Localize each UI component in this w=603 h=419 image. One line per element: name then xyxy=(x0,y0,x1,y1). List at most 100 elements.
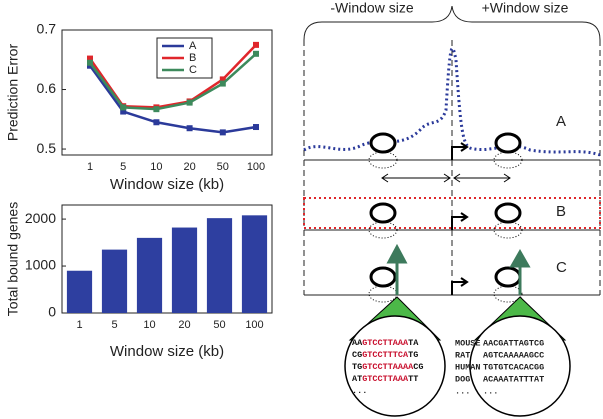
nucleosome xyxy=(494,132,522,154)
legend-label: B xyxy=(189,52,196,64)
plot-frame xyxy=(61,29,273,156)
sequences: AAGTCCTTAAATACGGTCCTTTCATGTGGTCCTTAAAACG… xyxy=(352,338,544,396)
species-label: HUMAN xyxy=(455,362,481,372)
sequence-row: AGTCAAAAAGCC xyxy=(483,350,544,360)
y-tick-label: 0.6 xyxy=(37,80,57,96)
x-tick-label: 10 xyxy=(150,161,162,173)
point-marker xyxy=(87,59,93,66)
window-box xyxy=(303,197,601,229)
plus-window-label: +Window size xyxy=(482,0,569,16)
sequence-row: ... xyxy=(352,386,367,396)
sequence-part: TG xyxy=(408,350,418,360)
sequence-part: GTCCTTAAA xyxy=(362,374,409,384)
point-marker xyxy=(253,41,259,48)
sequence-part: TT xyxy=(408,374,418,384)
x-tick-label: 10 xyxy=(143,319,155,331)
y-tick-label: 0.7 xyxy=(37,21,57,37)
point-marker xyxy=(253,50,259,57)
nucleosome-ghost xyxy=(368,221,398,239)
sequence-part: AA xyxy=(352,338,363,348)
tss-arrow xyxy=(451,142,469,160)
nucleosome-ghost xyxy=(368,151,398,169)
point-marker xyxy=(253,124,259,131)
nucleosome-ghost xyxy=(368,285,398,303)
species-label: MOUSE xyxy=(455,338,481,348)
x-tick-label: 100 xyxy=(247,161,265,173)
tss-arrow xyxy=(451,277,469,295)
y-tick-label: 0.5 xyxy=(37,140,57,156)
nucleosome-ghost xyxy=(493,151,523,169)
y-axis-label: Total bound genes xyxy=(5,202,21,316)
sequence-part: TA xyxy=(408,338,419,348)
sequence-row: AACGATTAGTCG xyxy=(483,338,544,348)
point-marker xyxy=(120,108,127,115)
point-marker xyxy=(153,106,160,113)
y-tick-label: 1000 xyxy=(25,257,56,273)
sequence-part: GTCCTTAAA xyxy=(362,338,409,348)
bar xyxy=(136,237,163,313)
sequence-bubble xyxy=(344,315,446,417)
nucleosome xyxy=(369,202,397,224)
sequence-row: TGGTCCTTAAAACG xyxy=(352,362,423,372)
minus-window-label: -Window size xyxy=(330,0,413,16)
sequence-row: ACAAATATTTAT xyxy=(483,374,544,384)
sequence-row: CGGTCCTTTCATG xyxy=(352,350,418,360)
species-label: ... xyxy=(455,386,470,396)
y-axis-label: Prediction Error xyxy=(5,44,21,142)
sequence-part: GTCCTTTCA xyxy=(362,350,409,360)
x-tick-label: 5 xyxy=(111,319,117,331)
sequence-part: CG xyxy=(352,350,362,360)
point-marker xyxy=(219,80,226,87)
panel-label: C xyxy=(556,259,567,276)
series-line xyxy=(88,64,257,134)
x-tick-label: 20 xyxy=(178,319,190,331)
nucleosome-ghost xyxy=(493,285,523,303)
point-marker xyxy=(120,104,127,111)
x-tick-label: 100 xyxy=(245,319,263,331)
bar xyxy=(241,215,268,313)
point-marker xyxy=(153,119,160,126)
point-marker xyxy=(186,125,193,132)
x-tick-label: 5 xyxy=(120,161,126,173)
species-label: DOG xyxy=(455,374,470,384)
bar xyxy=(171,227,198,313)
plot-frame xyxy=(61,204,273,314)
y-tick-label: 0 xyxy=(48,304,56,320)
point-marker xyxy=(219,129,226,136)
sequence-row: ATGTCCTTAAATT xyxy=(352,374,418,384)
sequence-row: ... xyxy=(483,386,498,396)
y-tick-label: 2000 xyxy=(25,210,56,226)
x-axis-label: Window size (kb) xyxy=(110,343,224,360)
signal-curve xyxy=(303,47,601,157)
legend-label: A xyxy=(189,40,197,52)
point-marker xyxy=(219,76,226,83)
nucleosome xyxy=(369,266,397,288)
x-axis-label: Window size (kb) xyxy=(110,176,224,193)
distance-arrows xyxy=(381,173,511,183)
species-label: RAT xyxy=(455,350,470,360)
x-tick-label: 20 xyxy=(183,161,195,173)
sequence-row: AAGTCCTTAAATA xyxy=(352,338,419,348)
nucleosome xyxy=(494,266,522,288)
nucleosome-ghost xyxy=(493,221,523,239)
legend-label: C xyxy=(189,64,197,76)
x-tick-label: 1 xyxy=(76,319,82,331)
sequence-part: GTCCTTAAAA xyxy=(362,362,414,372)
sequence-part: ... xyxy=(352,386,367,396)
sequence-part: TG xyxy=(352,362,362,372)
series-line xyxy=(88,52,257,111)
sequence-row: TGTGTCACACGG xyxy=(483,362,544,372)
diagram: -Window size +Window size A B xyxy=(303,0,601,417)
x-tick-label: 1 xyxy=(87,161,93,173)
sequence-bubble xyxy=(469,315,571,417)
point-marker xyxy=(186,99,193,106)
point-marker xyxy=(87,55,93,62)
tss-arrow xyxy=(451,212,469,230)
nucleosome xyxy=(494,202,522,224)
bar xyxy=(101,249,128,313)
x-tick-label: 50 xyxy=(217,161,229,173)
x-tick-label: 50 xyxy=(213,319,225,331)
